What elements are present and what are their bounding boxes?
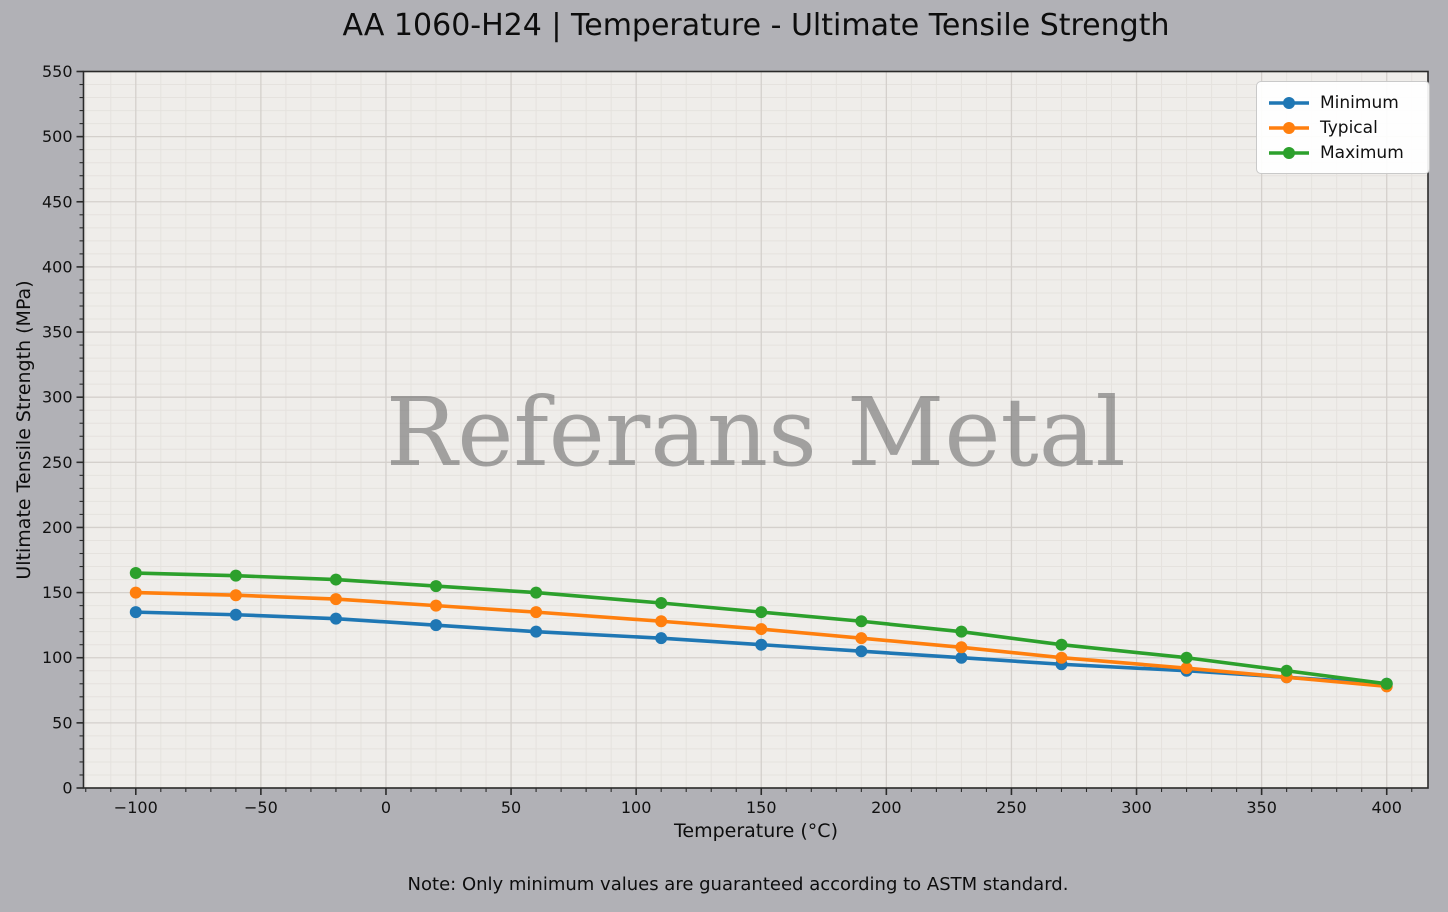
data-point-minimum — [329, 612, 342, 625]
legend-item-typical: Typical — [1267, 115, 1419, 140]
legend-label: Maximum — [1320, 142, 1404, 163]
data-point-typical — [430, 599, 443, 612]
data-point-minimum — [855, 645, 868, 658]
legend: Minimum Typical Maximum — [1256, 81, 1430, 174]
data-point-maximum — [1055, 638, 1068, 651]
x-tick-label: 400 — [1371, 798, 1402, 817]
data-point-typical — [955, 641, 968, 654]
data-point-maximum — [329, 573, 342, 586]
x-tick-label: 200 — [871, 798, 902, 817]
data-point-maximum — [1280, 664, 1293, 677]
x-tick-label: 300 — [1121, 798, 1152, 817]
y-tick-label: 0 — [62, 779, 72, 798]
data-point-minimum — [955, 651, 968, 664]
y-tick-label: 550 — [42, 62, 73, 81]
y-tick-label: 50 — [52, 713, 72, 732]
data-point-minimum — [430, 619, 443, 632]
data-point-typical — [655, 615, 668, 628]
y-tick-label: 350 — [42, 323, 73, 342]
x-tick-label: −50 — [244, 798, 278, 817]
data-point-typical — [855, 632, 868, 645]
data-point-typical — [229, 589, 242, 602]
chart-title: AA 1060-H24 | Temperature - Ultimate Ten… — [342, 8, 1170, 43]
data-point-minimum — [755, 638, 768, 651]
data-point-maximum — [1380, 677, 1393, 690]
data-point-maximum — [530, 586, 543, 599]
data-point-maximum — [129, 567, 142, 580]
plot-spines — [82, 70, 1429, 789]
y-tick-label: 150 — [42, 583, 73, 602]
x-tick-label: −100 — [114, 798, 158, 817]
x-tick-label: 50 — [501, 798, 521, 817]
x-tick-label: 250 — [996, 798, 1027, 817]
data-point-maximum — [229, 569, 242, 582]
legend-item-minimum: Minimum — [1267, 90, 1419, 115]
footnote: Note: Only minimum values are guaranteed… — [407, 874, 1069, 895]
data-point-typical — [329, 593, 342, 606]
legend-marker-typical — [1269, 121, 1309, 134]
data-point-maximum — [1180, 651, 1193, 664]
y-tick-label: 200 — [42, 518, 73, 537]
legend-marker-minimum — [1269, 96, 1309, 109]
data-point-typical — [755, 623, 768, 636]
legend-label: Minimum — [1320, 92, 1399, 113]
data-point-maximum — [955, 625, 968, 638]
data-point-typical — [1055, 651, 1068, 664]
data-point-minimum — [229, 608, 242, 621]
y-tick-label: 100 — [42, 648, 73, 667]
y-tick-label: 300 — [42, 388, 73, 407]
legend-item-maximum: Maximum — [1267, 140, 1419, 165]
legend-label: Typical — [1320, 117, 1378, 138]
data-point-maximum — [755, 606, 768, 619]
data-point-typical — [530, 606, 543, 619]
x-tick-label: 0 — [381, 798, 391, 817]
data-point-minimum — [530, 625, 543, 638]
y-axis-label: Ultimate Tensile Strength (MPa) — [13, 280, 35, 580]
data-point-typical — [1180, 662, 1193, 675]
x-axis-label: Temperature (°C) — [674, 820, 838, 842]
data-point-maximum — [655, 597, 668, 610]
x-tick-label: 100 — [621, 798, 652, 817]
legend-marker-maximum — [1269, 146, 1309, 159]
y-tick-label: 450 — [42, 192, 73, 211]
data-point-minimum — [655, 632, 668, 645]
x-tick-label: 350 — [1246, 798, 1277, 817]
y-tick-label: 400 — [42, 257, 73, 276]
data-point-maximum — [430, 580, 443, 593]
watermark-text: Referans Metal — [386, 378, 1126, 488]
y-tick-label: 500 — [42, 127, 73, 146]
data-point-typical — [129, 586, 142, 599]
data-point-minimum — [129, 606, 142, 619]
x-tick-label: 150 — [746, 798, 777, 817]
data-point-maximum — [855, 615, 868, 628]
y-tick-label: 250 — [42, 453, 73, 472]
